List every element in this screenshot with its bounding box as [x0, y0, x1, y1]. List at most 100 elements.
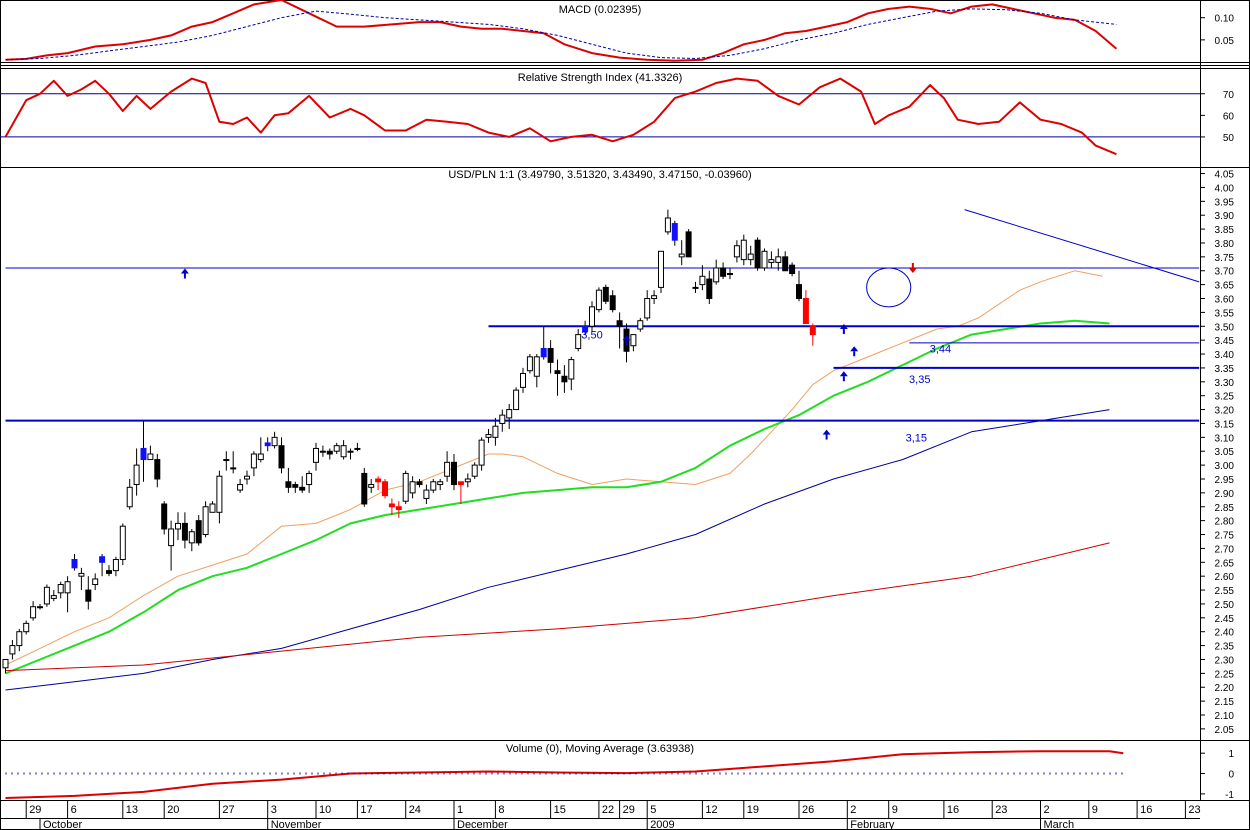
candle — [106, 565, 112, 577]
x-axis: 29 6 13 20 27 3 10 17 24 1 8 15 22 29 5 12 19 26 2 9 16 23 2 9 1… — [0, 800, 1201, 830]
candle-body — [161, 503, 168, 530]
x-day-label: 6 — [71, 804, 77, 816]
level-annotation: 3,15 — [906, 432, 927, 444]
candle — [181, 512, 188, 549]
candle-body — [271, 436, 278, 447]
candle — [313, 442, 319, 471]
candle-body — [699, 275, 706, 286]
y-tick-label: 3.00 — [1215, 461, 1235, 472]
x-day-label: 1 — [457, 804, 463, 816]
x-day-label: 15 — [554, 804, 566, 816]
candle-body — [630, 334, 637, 347]
candle-body — [582, 325, 589, 333]
candle-body — [589, 306, 595, 327]
candle-body — [761, 250, 768, 269]
candle-body — [216, 475, 223, 513]
candle-body — [326, 450, 333, 455]
candle — [692, 281, 699, 293]
candle — [375, 476, 382, 491]
candle — [699, 265, 706, 291]
candle — [299, 476, 306, 493]
y-tick-label: 70 — [1223, 90, 1235, 101]
candle-body — [50, 595, 57, 599]
candle-body — [685, 231, 692, 258]
x-month-label: March — [1044, 819, 1075, 830]
candle — [478, 437, 485, 471]
y-tick-label: 3.25 — [1215, 392, 1235, 403]
candle-body — [250, 453, 257, 469]
x-day-label: 20 — [167, 804, 179, 816]
candle — [754, 237, 761, 271]
candle-body — [223, 459, 230, 462]
candle — [533, 354, 540, 388]
x-day-label: 16 — [1140, 804, 1152, 816]
candle-body — [57, 584, 64, 594]
candle-body — [244, 475, 250, 480]
candle — [423, 484, 430, 504]
x-month-label: October — [43, 819, 82, 830]
candle-body — [112, 559, 119, 572]
candle-body — [775, 256, 782, 263]
candle-body — [664, 217, 671, 233]
y-tick-label: 2.35 — [1215, 642, 1235, 653]
candle — [382, 478, 388, 499]
y-tick-label: 3.55 — [1215, 308, 1235, 319]
arrow-up-icon — [180, 268, 189, 279]
candle-body — [651, 295, 658, 300]
x-day-label: 24 — [409, 804, 421, 816]
candle-body — [492, 425, 499, 438]
candle-body — [292, 484, 299, 488]
candle-body — [740, 239, 747, 261]
y-tick-label: 2.40 — [1215, 628, 1235, 639]
candle-body — [64, 581, 71, 594]
candle-body — [809, 325, 816, 336]
y-tick-label: 3.60 — [1215, 295, 1235, 306]
y-tick-label: 2.25 — [1215, 669, 1235, 680]
candle-body — [478, 439, 485, 466]
y-tick-label: 3.85 — [1215, 225, 1235, 236]
candle-body — [513, 389, 520, 411]
candle-body — [181, 522, 188, 541]
candle-body — [43, 586, 50, 605]
candle — [230, 451, 237, 474]
macd-panel: MACD (0.02395) 0.10 0.05 — [5, 0, 1234, 62]
candle-body — [416, 481, 423, 486]
candle-body — [195, 520, 202, 544]
arrow-up-icon — [839, 324, 848, 335]
candle — [451, 454, 457, 491]
candle — [306, 470, 313, 493]
candle-body — [437, 481, 444, 486]
candle — [340, 440, 347, 460]
candle-body — [485, 434, 492, 438]
candle-body — [264, 442, 271, 447]
candle-body — [340, 445, 347, 458]
candle-body — [354, 447, 361, 450]
candle-body — [789, 264, 796, 275]
candle-body — [644, 298, 651, 319]
x-day-label: 9 — [1092, 804, 1098, 816]
candle — [326, 448, 333, 460]
candle — [416, 478, 423, 488]
candle — [147, 445, 154, 461]
candle-body — [126, 486, 133, 508]
candle — [602, 284, 609, 305]
x-day-label: 27 — [222, 804, 234, 816]
x-month-label: November — [271, 819, 322, 830]
x-month-label: February — [850, 819, 895, 830]
y-tick-label: 4.05 — [1215, 170, 1235, 181]
candle-body — [92, 578, 99, 586]
candle — [733, 240, 740, 263]
rsi-panel: Relative Strength Index (41.3326) 70 60 50 — [0, 72, 1235, 156]
candle — [216, 470, 223, 524]
candle — [464, 473, 471, 488]
candle — [520, 367, 526, 393]
candle — [589, 301, 595, 332]
candle — [437, 478, 444, 491]
candle — [499, 409, 506, 432]
candle — [64, 576, 71, 613]
x-day-label: 8 — [498, 804, 504, 816]
trend-line — [964, 209, 1200, 283]
arrow-head — [622, 335, 631, 341]
y-tick-label: 3.90 — [1215, 211, 1235, 222]
